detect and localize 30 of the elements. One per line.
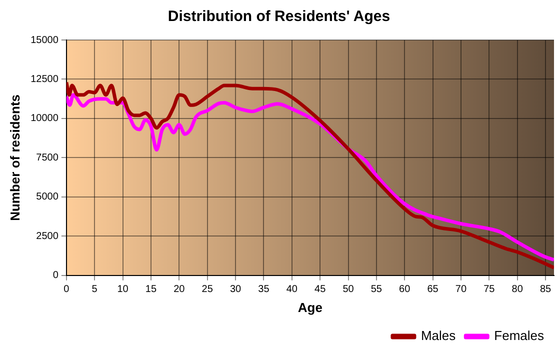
y-tick-label: 12500	[30, 74, 59, 85]
x-tick-label: 35	[258, 284, 270, 296]
x-tick-label: 40	[286, 284, 298, 296]
y-tick-label: 10000	[30, 113, 59, 124]
legend-label: Males	[420, 328, 456, 344]
x-tick-label: 70	[455, 284, 467, 296]
y-tick-label: 7500	[36, 152, 59, 164]
x-tick-label: 50	[342, 284, 354, 296]
x-tick-label: 45	[314, 284, 326, 296]
x-tick-label: 80	[512, 284, 524, 296]
legend-label: Females	[494, 328, 544, 344]
x-tick-label: 15	[145, 284, 157, 296]
x-tick-label: 85	[540, 284, 552, 296]
y-tick-label: 0	[52, 270, 59, 282]
y-tick-label: 5000	[36, 192, 59, 203]
x-tick-label: 0	[64, 284, 70, 296]
x-tick-label: 75	[484, 284, 496, 296]
x-axis-title: Age	[298, 300, 322, 315]
x-tick-label: 20	[174, 284, 186, 296]
chart-title: Distribution of Residents' Ages	[168, 8, 390, 26]
x-tick-label: 5	[92, 284, 98, 296]
x-tick-label: 55	[370, 284, 382, 296]
x-tick-label: 10	[117, 284, 129, 296]
x-tick-label: 30	[230, 284, 242, 296]
y-tick-label: 15000	[30, 34, 59, 46]
x-tick-label: 65	[427, 284, 439, 296]
y-tick-label: 2500	[36, 230, 59, 242]
x-tick-label: 25	[202, 284, 214, 296]
y-axis-title: Number of residents	[7, 94, 22, 221]
x-tick-label: 60	[399, 284, 411, 296]
